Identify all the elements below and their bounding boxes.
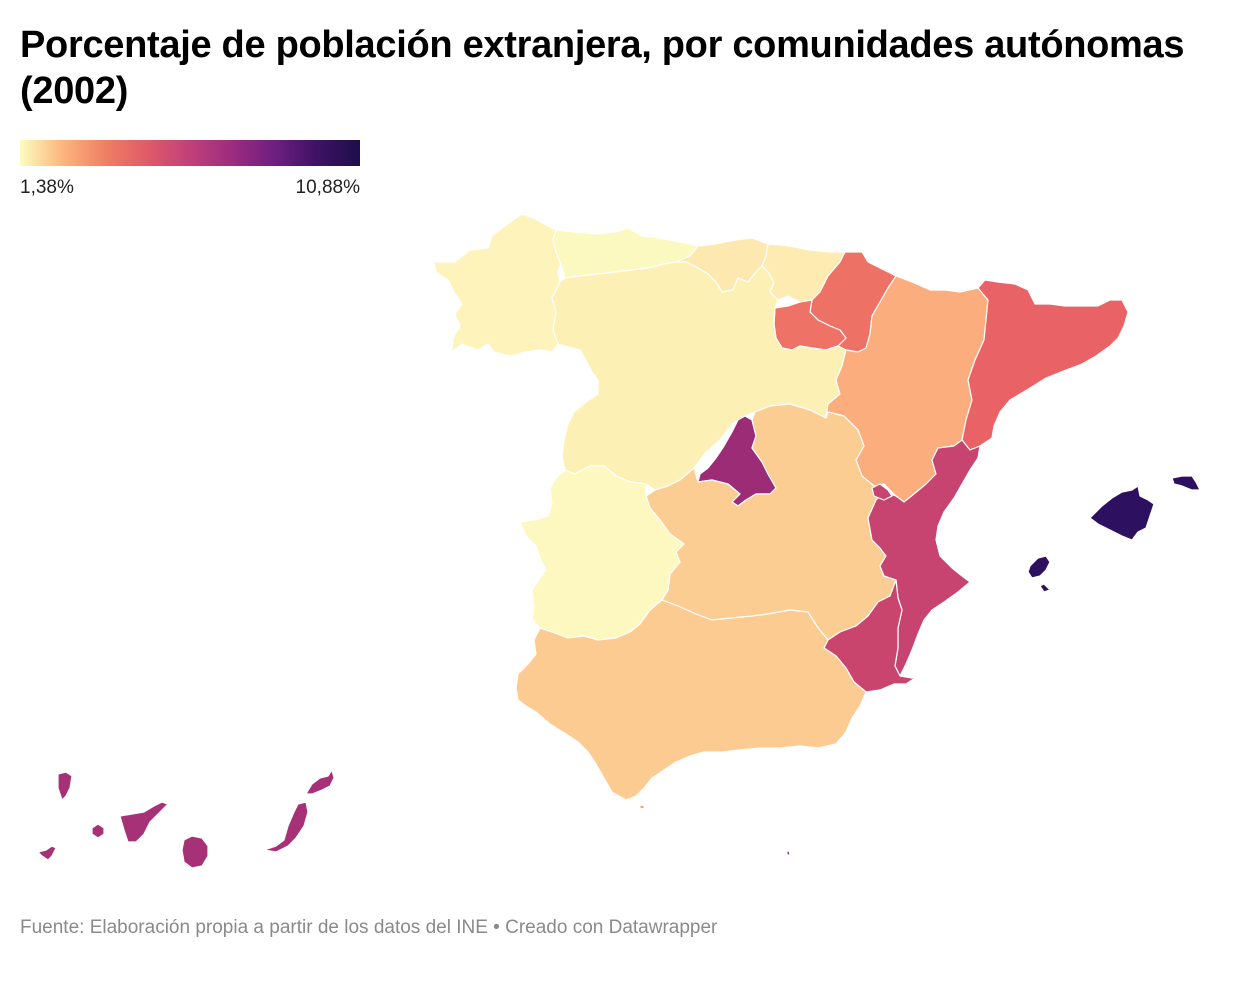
region-galicia[interactable]: Galicia: 1.7%: [433, 213, 563, 357]
region-canarias-tenerife[interactable]: Canarias: 8%: [119, 801, 169, 843]
chart-title: Porcentaje de población extranjera, por …: [20, 24, 1185, 112]
region-canarias-la-palma[interactable]: Canarias: 8%: [57, 771, 73, 801]
region-comunidad-valenciana-enclave[interactable]: Comunidad Valenciana: 7%: [871, 483, 893, 501]
region-canarias-gran-canaria[interactable]: Canarias: 8%: [181, 835, 209, 869]
region-canarias-la-gomera[interactable]: Canarias: 8%: [91, 823, 105, 839]
region-canarias-lanzarote[interactable]: Canarias: 8%: [305, 769, 335, 795]
region-baleares-formentera[interactable]: Illes Balears: 10.88%: [1039, 583, 1051, 593]
region-canarias-fuerteventura[interactable]: Canarias: 8%: [263, 801, 309, 853]
source-footer: Fuente: Elaboración propia a partir de l…: [20, 917, 718, 938]
region-cataluna[interactable]: Cataluña: 5.8%: [961, 279, 1129, 451]
region-baleares-menorca[interactable]: Illes Balears: 10.88%: [1171, 475, 1201, 491]
region-baleares-ibiza[interactable]: Illes Balears: 10.88%: [1027, 555, 1051, 579]
legend-min-label: 1,38%: [20, 177, 74, 198]
region-canarias-el-hierro[interactable]: Canarias: 8%: [37, 845, 57, 861]
region-ceuta[interactable]: Ceuta: 4.3%: [638, 804, 646, 810]
region-andalucia[interactable]: Andalucía: 3.3%: [515, 599, 867, 801]
legend-max-label: 10,88%: [295, 177, 360, 198]
legend-gradient-bar: [20, 140, 360, 166]
region-baleares-mallorca[interactable]: Illes Balears: 10.88%: [1089, 485, 1155, 541]
region-melilla[interactable]: Melilla: 9%: [786, 850, 791, 856]
color-legend: 1,38% 10,88%: [20, 140, 360, 201]
